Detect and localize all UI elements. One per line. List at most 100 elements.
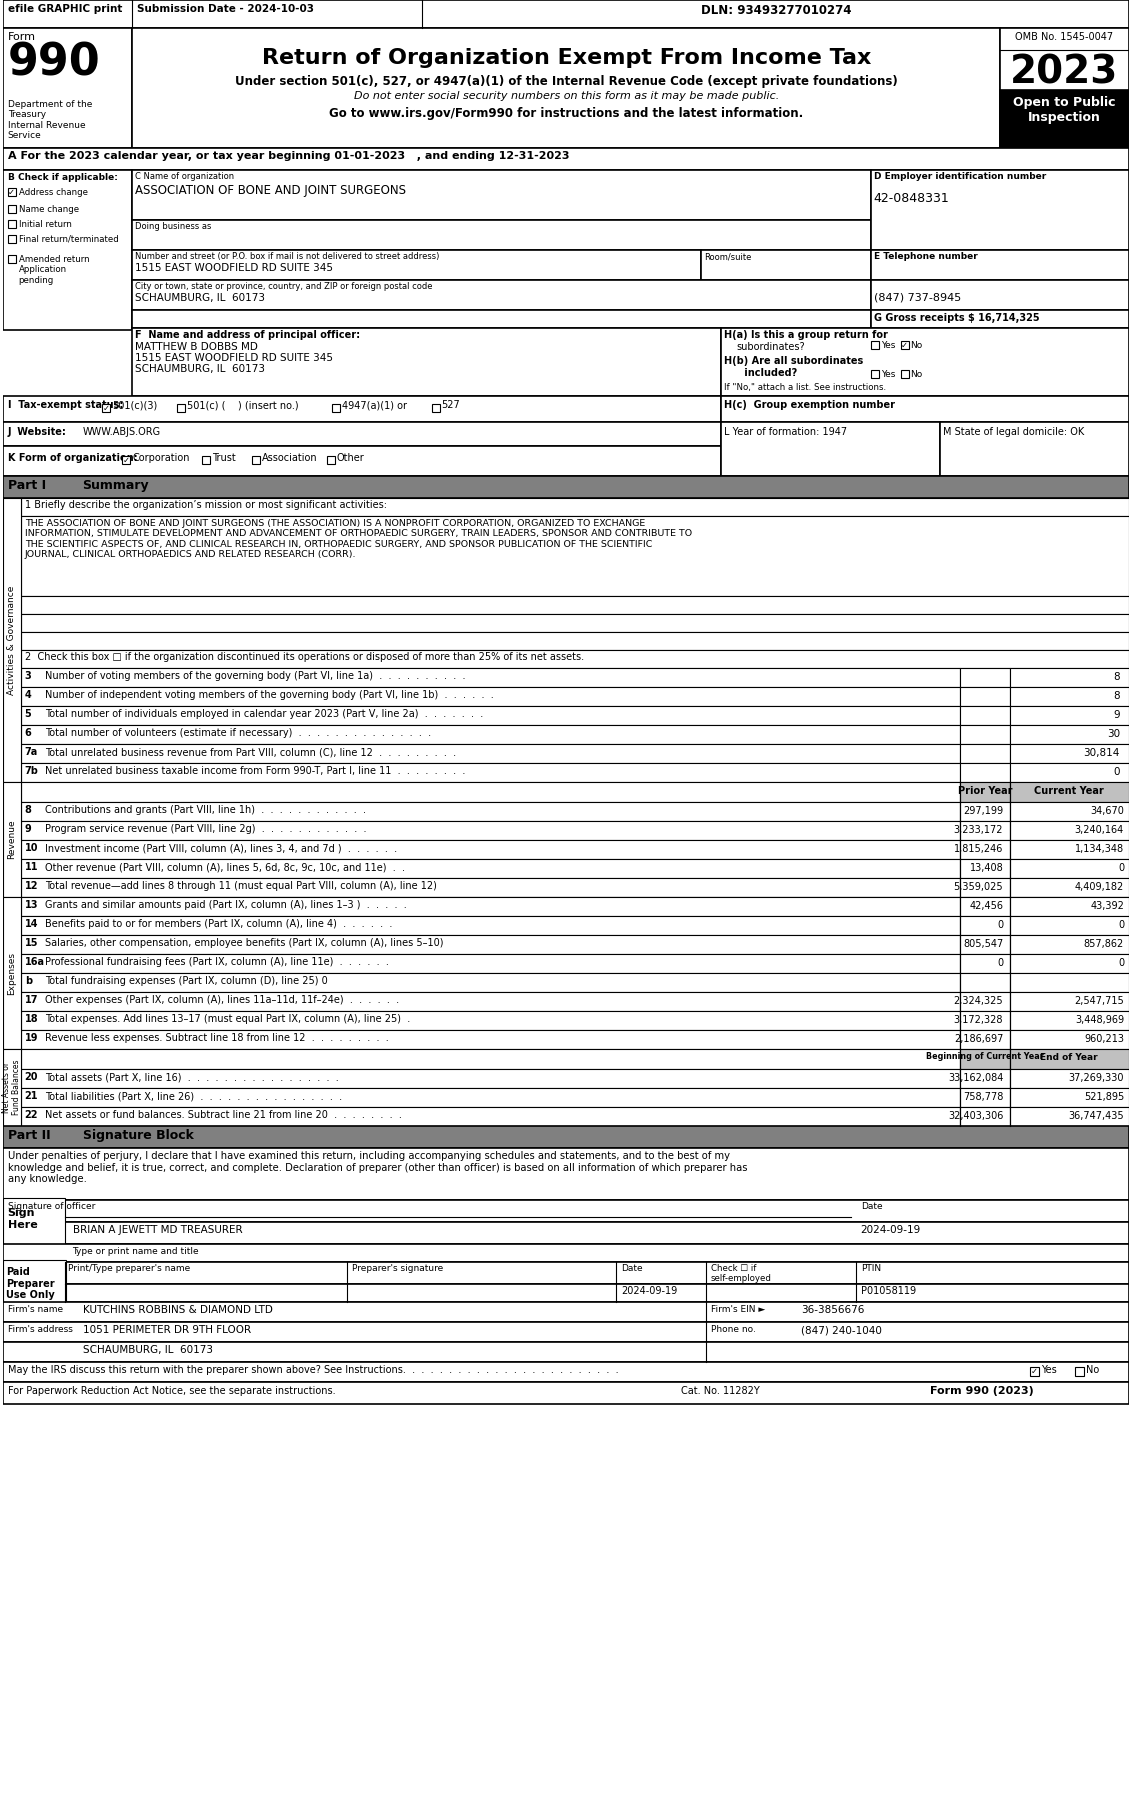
Bar <box>2 1262 1129 1284</box>
Bar <box>20 840 961 859</box>
Text: Department of the
Treasury
Internal Revenue
Service: Department of the Treasury Internal Reve… <box>8 100 93 140</box>
Text: B Check if applicable:: B Check if applicable: <box>8 173 117 182</box>
Text: Revenue less expenses. Subtract line 18 from line 12  .  .  .  .  .  .  .  .  .: Revenue less expenses. Subtract line 18 … <box>45 1033 388 1042</box>
Bar <box>2 1222 1129 1244</box>
Text: THE ASSOCIATION OF BONE AND JOINT SURGEONS (THE ASSOCIATION) IS A NONPROFIT CORP: THE ASSOCIATION OF BONE AND JOINT SURGEO… <box>25 518 692 558</box>
Bar <box>2 1201 1129 1222</box>
Text: If "No," attach a list. See instructions.: If "No," attach a list. See instructions… <box>724 384 886 393</box>
Text: 521,895: 521,895 <box>1084 1091 1124 1102</box>
Bar <box>870 249 1129 280</box>
Bar <box>2 1362 1129 1382</box>
Bar <box>870 340 878 349</box>
Bar <box>961 706 1010 726</box>
Text: Form 990 (2023): Form 990 (2023) <box>930 1386 1034 1395</box>
Text: 16a: 16a <box>25 957 45 968</box>
Text: 758,778: 758,778 <box>963 1091 1004 1102</box>
Text: 2023: 2023 <box>1010 55 1119 93</box>
Bar <box>132 327 721 397</box>
Text: (847) 240-1040: (847) 240-1040 <box>800 1324 882 1335</box>
Text: 1,134,348: 1,134,348 <box>1075 844 1124 853</box>
Text: Prior Year: Prior Year <box>959 786 1013 797</box>
Bar <box>1010 973 1129 991</box>
Text: PTIN: PTIN <box>860 1264 881 1273</box>
Bar <box>2 1284 1129 1302</box>
Bar <box>701 249 870 280</box>
Text: Other revenue (Part VIII, column (A), lines 5, 6d, 8c, 9c, 10c, and 11e)  .  .: Other revenue (Part VIII, column (A), li… <box>45 862 404 871</box>
Bar <box>1000 27 1129 147</box>
Text: Total number of individuals employed in calendar year 2023 (Part V, line 2a)  . : Total number of individuals employed in … <box>45 709 483 719</box>
Bar <box>20 744 961 762</box>
Bar <box>2 1322 1129 1342</box>
Text: Program service revenue (Part VIII, line 2g)  .  .  .  .  .  .  .  .  .  .  .  .: Program service revenue (Part VIII, line… <box>45 824 366 833</box>
Bar <box>2 147 1129 169</box>
Text: 30: 30 <box>1106 729 1120 739</box>
Bar <box>1010 840 1129 859</box>
Text: 4947(a)(1) or: 4947(a)(1) or <box>342 400 406 409</box>
Bar <box>1010 991 1129 1011</box>
Bar <box>1075 1368 1084 1375</box>
Text: 18: 18 <box>25 1013 38 1024</box>
Bar <box>20 1108 961 1126</box>
Text: Yes: Yes <box>881 369 895 378</box>
Bar <box>8 220 16 227</box>
Bar <box>2 782 20 897</box>
Text: Initial return: Initial return <box>19 220 71 229</box>
Text: Doing business as: Doing business as <box>135 222 212 231</box>
Text: Activities & Governance: Activities & Governance <box>7 586 16 695</box>
Text: 3,172,328: 3,172,328 <box>954 1015 1004 1024</box>
Text: Total unrelated business revenue from Part VIII, column (C), line 12  .  .  .  .: Total unrelated business revenue from Pa… <box>45 748 456 757</box>
Bar <box>20 762 961 782</box>
Text: Total expenses. Add lines 13–17 (must equal Part IX, column (A), line 25)  .: Total expenses. Add lines 13–17 (must eq… <box>45 1013 410 1024</box>
Bar <box>20 973 961 991</box>
Text: ✓: ✓ <box>8 187 15 196</box>
Text: Grants and similar amounts paid (Part IX, column (A), lines 1–3 )  .  .  .  .  .: Grants and similar amounts paid (Part IX… <box>45 900 406 910</box>
Text: J  Website:: J Website: <box>8 427 67 437</box>
Text: Total fundraising expenses (Part IX, column (D), line 25) 0: Total fundraising expenses (Part IX, col… <box>45 977 327 986</box>
Text: Print/Type preparer's name: Print/Type preparer's name <box>68 1264 190 1273</box>
Bar <box>2 1302 1129 1322</box>
Text: 36-3856676: 36-3856676 <box>800 1304 864 1315</box>
Text: A For the 2023 calendar year, or tax year beginning 01-01-2023   , and ending 12: A For the 2023 calendar year, or tax yea… <box>8 151 569 162</box>
Bar <box>20 517 1129 597</box>
Bar <box>2 0 1129 27</box>
Bar <box>961 1108 1010 1126</box>
Bar <box>431 404 439 411</box>
Text: SCHAUMBURG, IL  60173: SCHAUMBURG, IL 60173 <box>82 1344 212 1355</box>
Text: 3,448,969: 3,448,969 <box>1075 1015 1124 1024</box>
Text: 805,547: 805,547 <box>963 939 1004 950</box>
Bar <box>1000 89 1129 147</box>
Bar <box>1010 1088 1129 1108</box>
Bar <box>2 897 20 1050</box>
Bar <box>2 1126 1129 1148</box>
Text: 3,240,164: 3,240,164 <box>1075 826 1124 835</box>
Bar <box>2 1244 1129 1262</box>
Text: C Name of organization: C Name of organization <box>135 173 235 182</box>
Bar <box>961 953 1010 973</box>
Bar <box>132 249 701 280</box>
Text: Date: Date <box>860 1202 882 1211</box>
Text: Preparer's signature: Preparer's signature <box>352 1264 443 1273</box>
Text: 8: 8 <box>25 806 32 815</box>
Text: Total liabilities (Part X, line 26)  .  .  .  .  .  .  .  .  .  .  .  .  .  .  .: Total liabilities (Part X, line 26) . . … <box>45 1091 342 1100</box>
Text: 2,186,697: 2,186,697 <box>954 1033 1004 1044</box>
Text: Salaries, other compensation, employee benefits (Part IX, column (A), lines 5–10: Salaries, other compensation, employee b… <box>45 939 443 948</box>
Bar <box>20 953 961 973</box>
Bar <box>901 369 909 378</box>
Text: H(a) Is this a group return for: H(a) Is this a group return for <box>724 329 887 340</box>
Bar <box>961 762 1010 782</box>
Bar <box>961 859 1010 879</box>
Bar <box>132 220 870 249</box>
Bar <box>2 1050 20 1126</box>
Text: Under section 501(c), 527, or 4947(a)(1) of the Internal Revenue Code (except pr: Under section 501(c), 527, or 4947(a)(1)… <box>235 75 898 87</box>
Bar <box>870 309 1129 327</box>
Bar <box>1010 1108 1129 1126</box>
Text: 37,269,330: 37,269,330 <box>1068 1073 1124 1082</box>
Text: 3,233,172: 3,233,172 <box>954 826 1004 835</box>
Text: Part II: Part II <box>8 1130 51 1142</box>
Bar <box>20 631 1129 649</box>
Bar <box>332 404 340 411</box>
Text: 20: 20 <box>25 1071 38 1082</box>
Text: 501(c)(3): 501(c)(3) <box>113 400 158 409</box>
Text: Return of Organization Exempt From Income Tax: Return of Organization Exempt From Incom… <box>262 47 872 67</box>
Text: Final return/terminated: Final return/terminated <box>19 235 119 244</box>
